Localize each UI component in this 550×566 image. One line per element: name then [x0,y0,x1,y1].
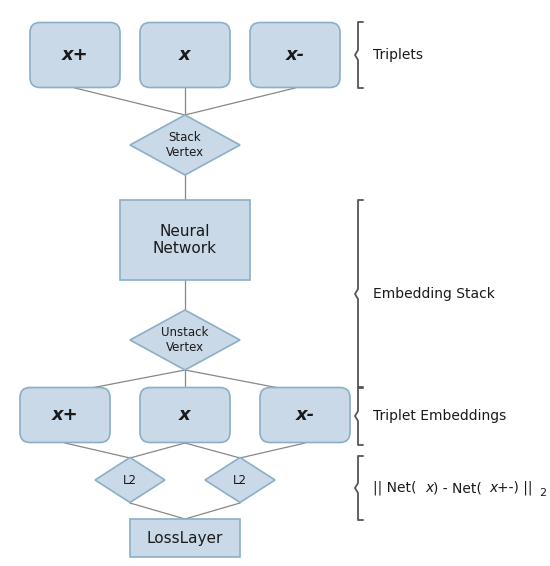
FancyBboxPatch shape [20,388,110,443]
Polygon shape [205,457,275,503]
Text: || Net(: || Net( [373,481,416,495]
Text: x: x [425,481,433,495]
Text: +-) ||: +-) || [497,481,532,495]
Text: x-: x- [295,406,315,424]
Text: Triplet Embeddings: Triplet Embeddings [373,409,506,423]
Text: L2: L2 [123,474,137,487]
Bar [120,200,250,280]
Polygon shape [130,115,240,175]
Text: Triplets: Triplets [373,48,423,62]
Text: L2: L2 [233,474,247,487]
Text: Neural
Network: Neural Network [153,224,217,256]
Text: x+: x+ [62,46,89,64]
Text: Unstack
Vertex: Unstack Vertex [161,326,208,354]
FancyBboxPatch shape [30,23,120,88]
Text: x: x [179,46,191,64]
Text: x+: x+ [52,406,78,424]
Text: LossLayer: LossLayer [147,530,223,546]
Text: Stack
Vertex: Stack Vertex [166,131,204,159]
FancyBboxPatch shape [250,23,340,88]
FancyBboxPatch shape [140,23,230,88]
FancyBboxPatch shape [260,388,350,443]
Text: ) - Net(: ) - Net( [433,481,482,495]
Text: Embedding Stack: Embedding Stack [373,287,495,301]
Polygon shape [130,310,240,370]
Text: x: x [179,406,191,424]
Text: 2: 2 [539,488,546,498]
Bar [130,519,240,557]
FancyBboxPatch shape [140,388,230,443]
Text: x-: x- [285,46,305,64]
Text: x: x [489,481,497,495]
Polygon shape [95,457,165,503]
